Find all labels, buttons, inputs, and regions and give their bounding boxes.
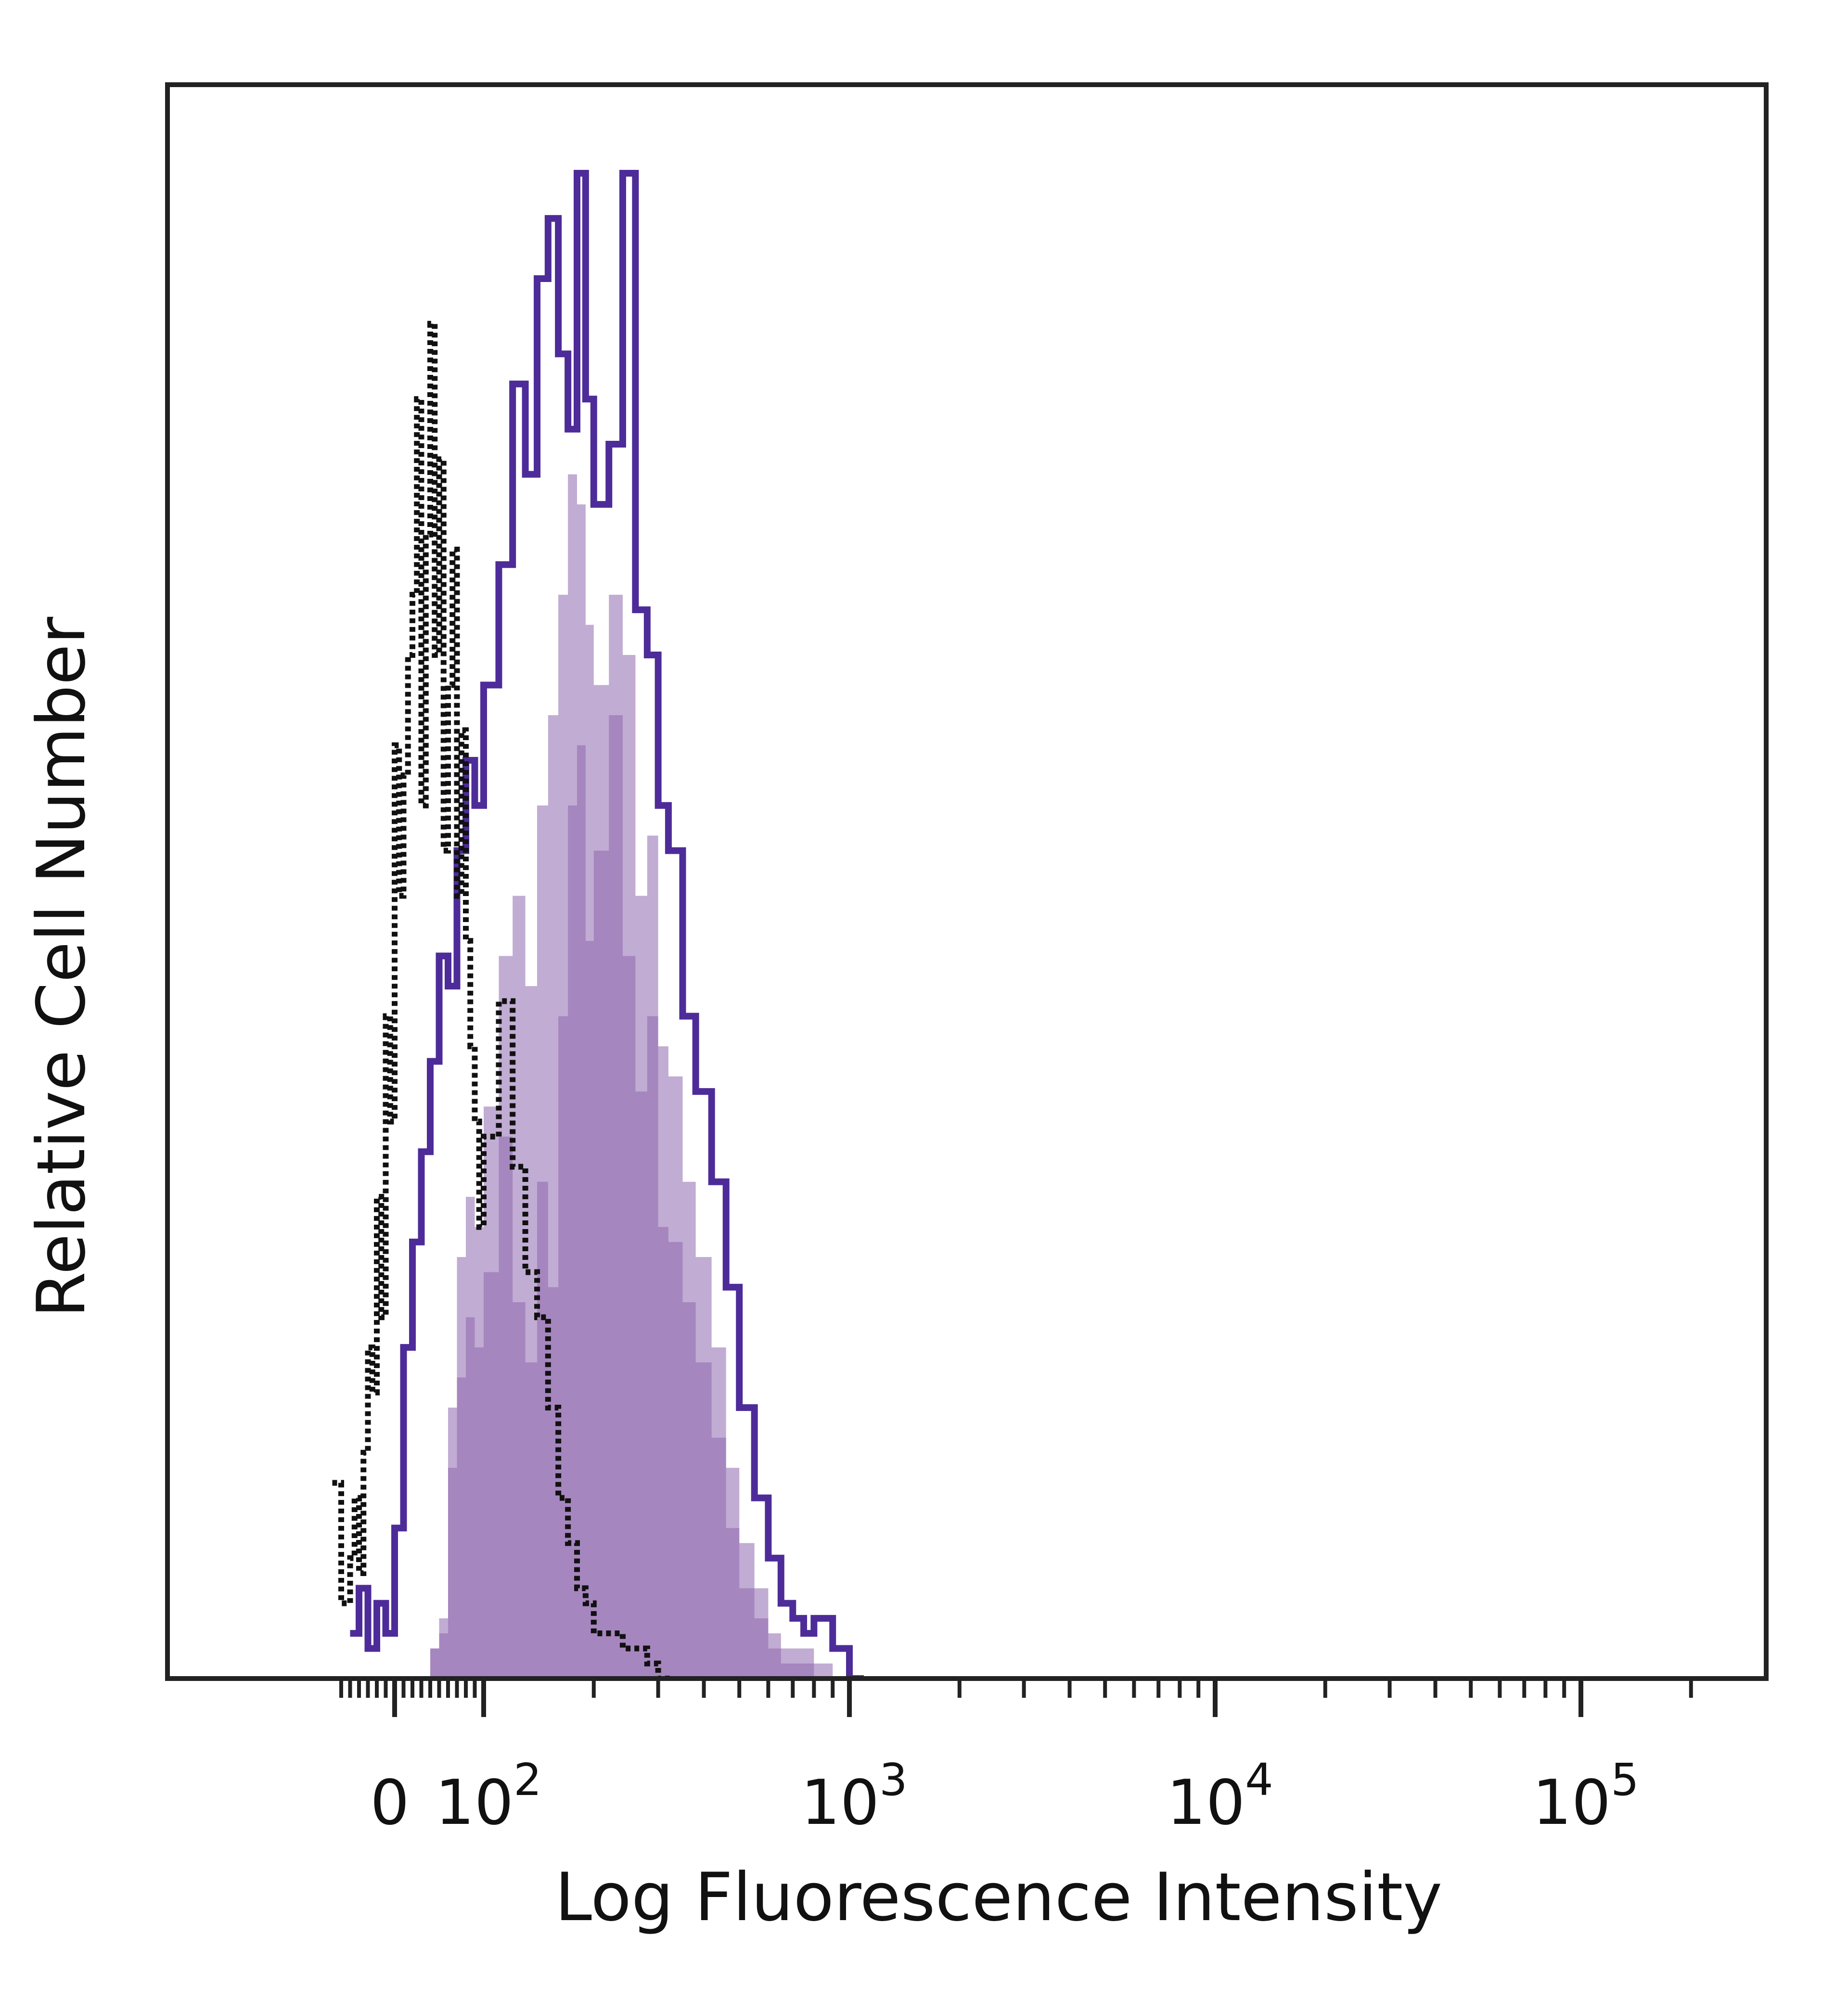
x-tick-label: 105 (1532, 1754, 1639, 1839)
histogram-series-3 (350, 170, 864, 1679)
x-tick-label: 104 (1167, 1754, 1273, 1839)
histogram-series-0 (332, 321, 673, 1679)
x-axis-ticks: 0 102 103 104 105 (339, 1679, 1693, 1839)
y-axis-label: Relative Cell Number (23, 616, 100, 1318)
x-tick-label: 0 (370, 1767, 409, 1839)
x-axis-label: Log Fluorescence Intensity (555, 1859, 1442, 1936)
histogram-series-2 (430, 474, 864, 1679)
histogram-series (332, 170, 864, 1679)
x-tick-label: 102 (435, 1754, 541, 1839)
x-tick-label: 103 (801, 1754, 907, 1839)
plot-frame (165, 82, 1769, 1681)
